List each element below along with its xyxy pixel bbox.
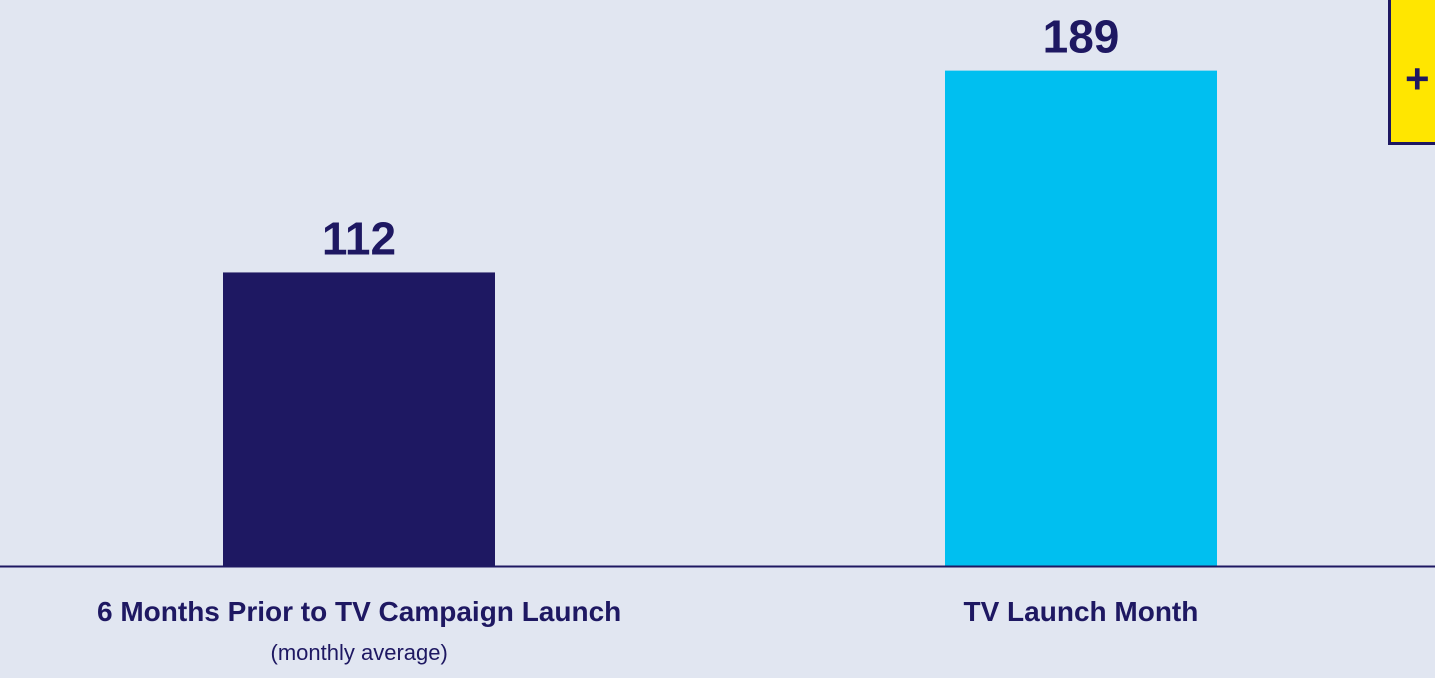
category-label-launch: TV Launch Month bbox=[963, 596, 1199, 627]
category-label-prior: 6 Months Prior to TV Campaign Launch bbox=[97, 596, 622, 627]
data-label-0: 112 bbox=[322, 212, 396, 264]
growth-callout-box: + bbox=[1388, 0, 1435, 145]
data-label-1: 189 bbox=[1043, 11, 1120, 63]
growth-callout-text: + bbox=[1405, 55, 1430, 102]
category-sublabel-prior: (monthly average) bbox=[270, 640, 448, 665]
bar-0 bbox=[223, 272, 495, 566]
bar-1 bbox=[945, 70, 1217, 566]
